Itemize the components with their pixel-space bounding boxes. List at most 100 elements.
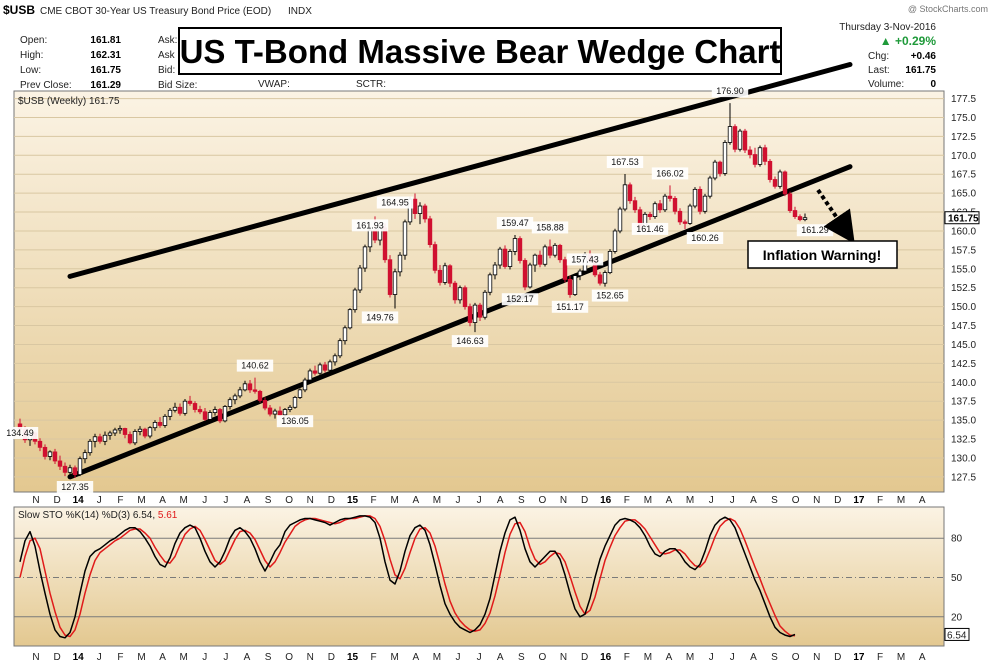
stat-label: Chg:: [868, 51, 889, 62]
x-tick-label: N: [32, 495, 39, 506]
candles: [17, 103, 808, 479]
candle: [392, 268, 398, 309]
candle: [347, 308, 353, 330]
candle: [602, 270, 608, 287]
x-tick-label: 17: [853, 495, 865, 506]
candle: [432, 241, 438, 274]
candle: [502, 245, 508, 269]
candle: [147, 426, 153, 439]
candle: [552, 243, 558, 258]
x-tick-label: 16: [600, 495, 612, 506]
price-label-bg: [531, 221, 569, 234]
stochastic-lines: [19, 515, 796, 639]
stochastic-x-axis: N D 14 J F M A M J J A S O N D 15 F M A M J J A S O N D 16 F M A M J J A S O…: [32, 652, 925, 663]
x-tick-label: D: [581, 652, 588, 663]
candle: [162, 414, 168, 428]
price-tick-label: 137.5: [951, 397, 976, 408]
x-tick-label: S: [518, 652, 525, 663]
watermark: @ StockCharts.com: [908, 4, 988, 14]
x-tick-label: D: [834, 495, 841, 506]
price-label-bg: [631, 222, 669, 235]
x-tick-label: F: [371, 652, 377, 663]
price-label-bg: [236, 359, 274, 372]
x-tick-label: M: [180, 495, 188, 506]
price-label: 146.63: [456, 336, 484, 346]
candle: [722, 140, 728, 176]
price-labels: 134.49 127.35 140.62 136.05 161.93 164.95 149.…: [1, 85, 834, 494]
candle: [242, 380, 248, 392]
price-label-bg: [361, 311, 399, 324]
price-label-bg: [606, 155, 644, 168]
candle: [707, 175, 713, 199]
candle: [542, 244, 548, 267]
price-tick-label: 165.0: [951, 189, 976, 200]
stat-label: Volume:: [868, 79, 904, 90]
stat-value: 0: [930, 79, 936, 90]
x-tick-label: J: [202, 495, 207, 506]
candle: [757, 145, 763, 167]
stochastic-y-axis: 20 50 80 6.54: [944, 534, 970, 641]
x-tick-label: A: [750, 495, 757, 506]
x-tick-label: A: [750, 652, 757, 663]
x-tick-label: A: [244, 495, 251, 506]
quote-label: Low:: [20, 65, 41, 76]
price-label: 161.46: [636, 224, 664, 234]
candle: [127, 431, 133, 445]
candle: [37, 438, 43, 452]
candle: [42, 444, 48, 460]
candle: [62, 462, 68, 477]
trendline-lower: [67, 164, 853, 480]
candle: [142, 427, 148, 439]
x-tick-label: J: [709, 652, 714, 663]
price-label-bg: [651, 167, 689, 180]
candle: [692, 187, 698, 209]
x-tick-label: A: [244, 652, 251, 663]
quote-label: High:: [20, 50, 43, 61]
x-tick-label: D: [328, 652, 335, 663]
quote-mid-label: Bid:: [158, 65, 175, 76]
trendline-upper: [67, 62, 853, 279]
candle: [457, 285, 463, 304]
candle: [437, 265, 443, 286]
last-price-flag-text: 161.75: [948, 214, 979, 225]
x-tick-label: J: [223, 495, 228, 506]
x-tick-label: D: [834, 652, 841, 663]
x-tick-label: J: [97, 495, 102, 506]
x-tick-label: F: [624, 652, 630, 663]
x-tick-label: O: [285, 652, 293, 663]
candle: [397, 252, 403, 277]
price-tick-label: 142.5: [951, 359, 976, 370]
candle: [387, 255, 393, 298]
x-tick-label: M: [897, 652, 905, 663]
price-label: 152.17: [506, 294, 534, 304]
stochastic-tick-label: 20: [951, 612, 963, 623]
candle: [217, 408, 223, 424]
x-tick-label: A: [497, 652, 504, 663]
candle: [262, 397, 268, 411]
x-tick-label: 15: [347, 652, 359, 663]
candle: [97, 433, 103, 444]
x-tick-label: M: [644, 652, 652, 663]
quote-mid-label: Ask S: [158, 50, 184, 61]
quote-value: 161.81: [90, 35, 121, 46]
title-box: [178, 27, 782, 75]
candle: [517, 236, 523, 264]
candle: [612, 228, 618, 254]
candle: [337, 338, 343, 359]
price-label-bg: [56, 481, 94, 494]
candle: [357, 265, 363, 294]
x-tick-label: F: [371, 495, 377, 506]
candle: [532, 253, 538, 272]
candle: [727, 103, 733, 145]
price-label-bg: [1, 426, 39, 439]
price-label: 161.93: [356, 220, 384, 230]
x-tick-label: J: [730, 652, 735, 663]
candle: [107, 430, 113, 440]
candle: [167, 408, 173, 421]
stochastic-series-k: [19, 515, 796, 639]
candle: [447, 264, 453, 287]
candle: [47, 450, 53, 461]
candle: [682, 219, 688, 230]
x-tick-label: F: [877, 652, 883, 663]
candle: [152, 420, 158, 431]
